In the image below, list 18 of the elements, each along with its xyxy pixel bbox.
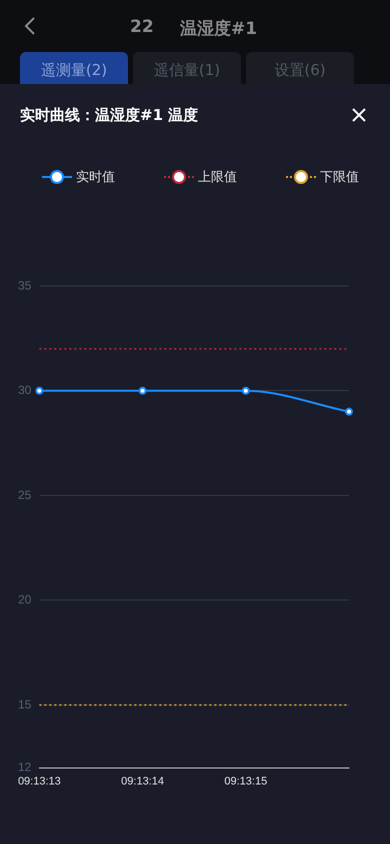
- x-tick-label: 09:13:15: [224, 775, 268, 788]
- y-tick-label: 30: [18, 383, 32, 398]
- text: 设置(6): [246, 52, 354, 84]
- y-tick-label: 20: [18, 592, 32, 607]
- legend-label: 下限值: [320, 169, 359, 186]
- text: 22: [130, 17, 154, 37]
- y-tick-label: 12: [18, 760, 32, 774]
- x-tick-label: 09:13:13: [18, 775, 61, 788]
- legend-label: 实时值: [76, 169, 115, 186]
- x-tick-label: 09:13:14: [121, 775, 164, 788]
- text: 遥信量(1): [133, 52, 241, 84]
- text: 温湿度#1: [180, 18, 258, 40]
- y-tick-label: 35: [18, 278, 32, 292]
- chart-title: 实时曲线：温湿度#1 温度: [20, 106, 198, 125]
- text: 遥测量(2): [20, 52, 128, 84]
- y-tick-label: 15: [18, 697, 32, 712]
- y-tick-label: 25: [18, 488, 32, 502]
- legend-label: 上限值: [198, 169, 237, 186]
